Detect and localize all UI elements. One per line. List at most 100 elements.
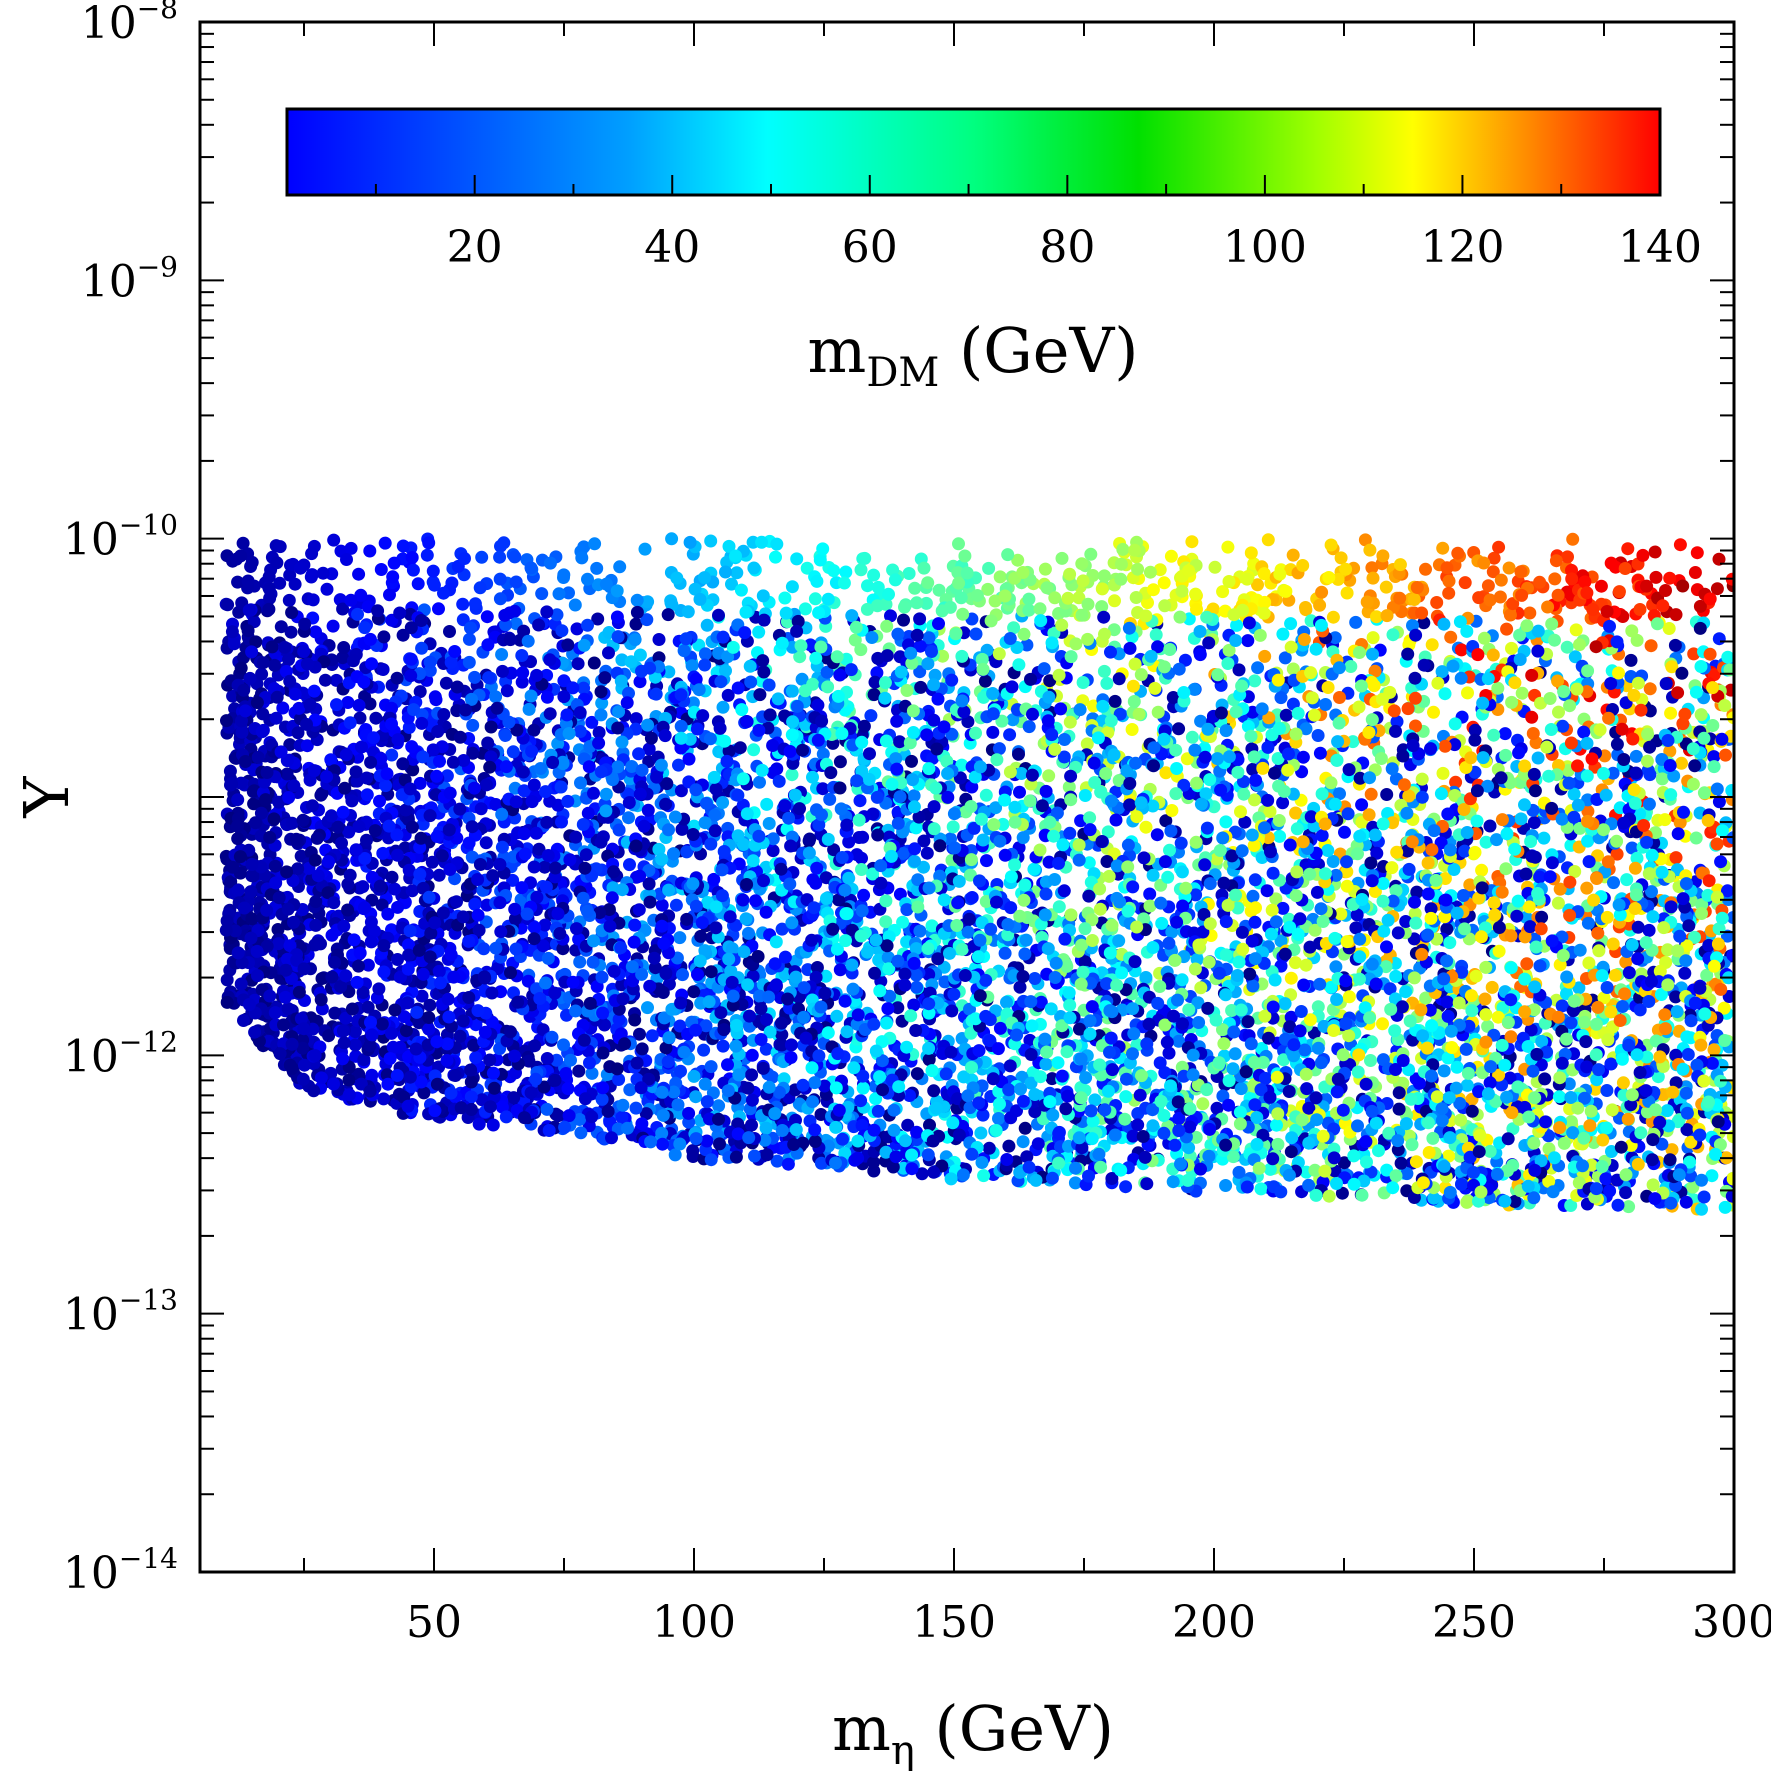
data-point <box>836 1132 849 1146</box>
data-point <box>1143 887 1157 901</box>
data-point <box>1010 641 1024 654</box>
data-point <box>623 858 636 872</box>
data-point <box>466 718 480 732</box>
data-point <box>603 1115 617 1129</box>
data-point <box>590 561 604 575</box>
data-point <box>1313 598 1327 612</box>
data-point <box>842 835 856 849</box>
data-point <box>1219 948 1233 962</box>
data-point <box>884 609 897 623</box>
data-point <box>1389 884 1403 898</box>
data-point <box>1076 676 1090 689</box>
data-point <box>1591 926 1605 940</box>
data-point <box>674 784 688 798</box>
data-point <box>1505 695 1519 709</box>
data-point <box>1669 990 1683 1004</box>
data-point <box>745 1118 758 1132</box>
data-point <box>908 581 922 595</box>
data-point <box>698 647 712 661</box>
data-point <box>622 811 635 825</box>
data-point <box>432 964 446 978</box>
data-point <box>1165 925 1179 939</box>
data-point <box>1063 567 1077 581</box>
data-point <box>1660 1104 1674 1118</box>
data-point <box>1185 535 1199 549</box>
data-point <box>347 933 361 947</box>
data-point <box>867 1155 881 1169</box>
data-point <box>993 570 1007 584</box>
data-point <box>1328 1164 1342 1178</box>
data-point <box>1162 1046 1176 1060</box>
data-point <box>823 792 837 806</box>
data-point <box>978 674 992 688</box>
data-point <box>1284 617 1298 631</box>
data-point <box>1646 1178 1660 1192</box>
data-point <box>1193 625 1207 638</box>
data-point <box>1085 913 1099 927</box>
data-point <box>1254 1182 1268 1196</box>
data-point <box>1273 829 1287 843</box>
data-point <box>1673 538 1687 552</box>
data-point <box>1251 661 1265 675</box>
data-point <box>1013 980 1027 994</box>
data-point <box>1293 912 1307 926</box>
data-point <box>1581 804 1595 818</box>
data-point <box>1379 580 1393 594</box>
data-point <box>1694 708 1708 722</box>
data-point <box>1636 548 1650 562</box>
data-point <box>1461 686 1474 700</box>
data-point <box>880 1016 893 1030</box>
data-point <box>1096 699 1110 713</box>
data-point <box>1153 563 1167 577</box>
data-point <box>506 745 520 759</box>
data-point <box>1681 1048 1695 1061</box>
data-point <box>1249 773 1263 787</box>
data-point <box>1311 1000 1325 1014</box>
data-point <box>521 974 535 988</box>
data-point <box>1022 720 1036 734</box>
data-point <box>284 625 298 639</box>
data-point <box>1498 727 1512 741</box>
data-point <box>1487 728 1501 742</box>
data-point <box>1495 1078 1509 1092</box>
data-point <box>790 552 804 566</box>
data-point <box>1261 533 1275 547</box>
data-point <box>1649 570 1663 584</box>
data-point <box>1078 955 1092 969</box>
data-point <box>806 770 819 784</box>
data-point <box>952 537 965 551</box>
data-point <box>733 741 747 755</box>
data-point <box>1116 542 1130 556</box>
data-point <box>1159 814 1173 828</box>
data-point <box>282 653 295 667</box>
data-point <box>352 567 366 581</box>
data-point <box>982 561 996 575</box>
data-point <box>372 982 386 996</box>
data-point <box>1368 885 1382 898</box>
data-point <box>936 649 950 663</box>
data-point <box>1161 870 1175 884</box>
data-point <box>1283 920 1297 934</box>
data-point <box>1552 705 1565 719</box>
data-point <box>1678 966 1692 980</box>
data-point <box>1268 973 1282 987</box>
data-point <box>725 577 738 591</box>
data-point <box>1487 896 1501 910</box>
data-point <box>1094 1160 1108 1174</box>
data-point <box>402 938 415 952</box>
data-point <box>759 905 773 919</box>
data-point <box>1499 862 1513 876</box>
data-point <box>1328 631 1342 645</box>
data-point <box>507 850 520 864</box>
data-point <box>1093 902 1107 916</box>
data-point <box>1470 814 1484 828</box>
data-point <box>291 726 305 740</box>
data-point <box>770 1154 784 1168</box>
data-point <box>901 1118 915 1132</box>
data-point <box>1631 920 1645 934</box>
data-point <box>1248 952 1262 966</box>
data-point <box>1163 843 1176 857</box>
data-point <box>1351 1119 1364 1133</box>
data-point <box>525 795 539 809</box>
data-point <box>1232 1165 1246 1179</box>
